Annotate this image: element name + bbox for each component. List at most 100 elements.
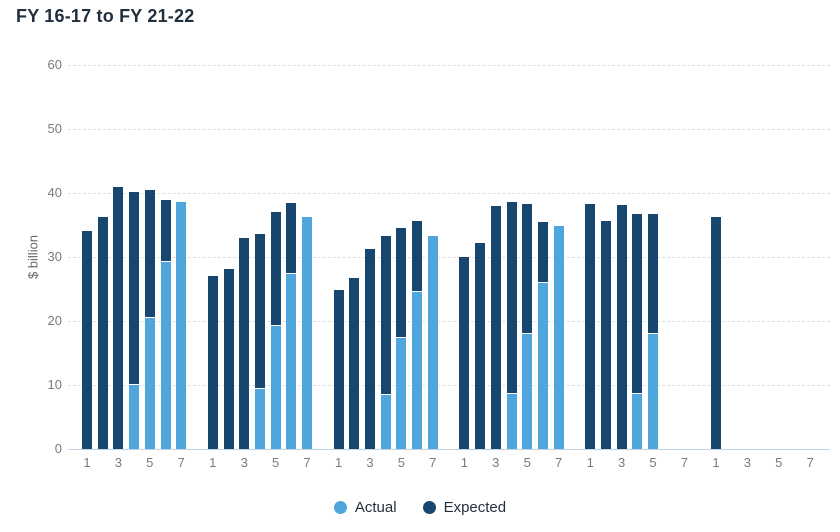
bar-group1-pos6[interactable] (160, 199, 171, 449)
bar-group5-pos1[interactable] (585, 203, 596, 449)
bar-segment-expected[interactable] (506, 202, 517, 393)
bar-group5-pos3[interactable] (616, 205, 627, 449)
bar-group1-pos3[interactable] (113, 186, 124, 449)
x-tick-label: 7 (680, 455, 688, 470)
gridline (68, 65, 830, 66)
bar-group3-pos7[interactable] (427, 235, 438, 449)
bar-segment-actual[interactable] (396, 338, 407, 449)
bar-segment-expected[interactable] (223, 268, 234, 449)
bar-group4-pos5[interactable] (522, 204, 533, 449)
bar-group3-pos4[interactable] (380, 236, 391, 449)
bar-segment-expected[interactable] (412, 221, 423, 291)
bar-group2-pos6[interactable] (286, 202, 297, 449)
bar-group4-pos7[interactable] (553, 225, 564, 449)
bar-segment-expected[interactable] (648, 214, 658, 334)
bar-segment-expected[interactable] (711, 217, 721, 449)
bar-group1-pos5[interactable] (144, 190, 155, 449)
bar-segment-expected[interactable] (365, 248, 375, 449)
bar-group2-pos7[interactable] (302, 217, 312, 449)
bar-segment-actual[interactable] (270, 326, 281, 449)
bar-group1-pos2[interactable] (97, 216, 108, 449)
bar-segment-expected[interactable] (475, 242, 486, 449)
bar-segment-expected[interactable] (113, 186, 124, 449)
bar-segment-actual[interactable] (380, 394, 391, 449)
bar-group2-pos5[interactable] (270, 211, 281, 449)
bar-group3-pos2[interactable] (349, 278, 360, 449)
bar-group4-pos3[interactable] (490, 205, 501, 449)
bar-segment-expected[interactable] (632, 213, 643, 393)
bar-segment-expected[interactable] (490, 205, 501, 449)
bar-segment-actual[interactable] (427, 235, 438, 449)
bar-segment-expected[interactable] (333, 290, 344, 449)
bar-group2-pos1[interactable] (207, 276, 218, 449)
bar-segment-expected[interactable] (396, 228, 407, 338)
bar-segment-expected[interactable] (270, 211, 281, 326)
bar-segment-expected[interactable] (349, 278, 360, 449)
bar-group2-pos4[interactable] (254, 234, 265, 449)
bar-group1-pos4[interactable] (129, 192, 140, 449)
bar-segment-divider (632, 392, 643, 394)
bar-group4-pos4[interactable] (506, 202, 517, 449)
bar-group5-pos5[interactable] (648, 214, 658, 449)
x-tick-label: 1 (586, 455, 594, 470)
bar-segment-expected[interactable] (129, 192, 140, 384)
x-tick-label: 3 (366, 455, 374, 470)
bar-group6-pos1[interactable] (711, 217, 721, 449)
bar-group1-pos7[interactable] (176, 201, 187, 449)
bar-segment-expected[interactable] (97, 216, 108, 449)
bar-segment-expected[interactable] (82, 231, 92, 449)
bar-group2-pos3[interactable] (239, 237, 250, 449)
bar-segment-actual[interactable] (648, 334, 658, 449)
bar-segment-actual[interactable] (144, 317, 155, 449)
y-tick-label: 30 (47, 249, 62, 264)
bar-segment-expected[interactable] (522, 204, 533, 333)
bar-segment-expected[interactable] (254, 234, 265, 388)
bar-segment-actual[interactable] (506, 393, 517, 449)
bar-segment-expected[interactable] (459, 257, 470, 449)
bar-segment-divider (144, 316, 155, 318)
y-tick-label: 50 (47, 121, 62, 136)
bar-group3-pos3[interactable] (365, 248, 375, 449)
x-tick-label: 3 (743, 455, 751, 470)
bar-segment-actual[interactable] (632, 393, 643, 449)
bar-segment-actual[interactable] (537, 282, 548, 449)
bar-segment-divider (396, 337, 407, 339)
bar-segment-actual[interactable] (412, 291, 423, 449)
bar-group3-pos5[interactable] (396, 228, 407, 449)
bar-segment-divider (160, 261, 171, 263)
bar-segment-actual[interactable] (286, 274, 297, 449)
bar-segment-actual[interactable] (160, 262, 171, 449)
bar-segment-expected[interactable] (537, 222, 548, 282)
x-tick-label: 1 (334, 455, 343, 470)
bar-group5-pos2[interactable] (600, 220, 611, 449)
bar-segment-expected[interactable] (207, 276, 218, 449)
bar-group4-pos6[interactable] (537, 222, 548, 449)
bar-segment-actual[interactable] (522, 333, 533, 449)
bar-segment-actual[interactable] (176, 201, 187, 449)
bar-group2-pos2[interactable] (223, 268, 234, 449)
bar-segment-expected[interactable] (160, 199, 171, 262)
bar-group4-pos2[interactable] (475, 242, 486, 449)
bar-segment-actual[interactable] (553, 225, 564, 449)
bar-group1-pos1[interactable] (82, 231, 92, 449)
legend-label-actual: Actual (354, 498, 397, 516)
bar-segment-expected[interactable] (144, 190, 155, 317)
bar-segment-expected[interactable] (585, 203, 596, 449)
bar-segment-expected[interactable] (380, 236, 391, 394)
legend-item-expected[interactable]: Expected (422, 499, 506, 516)
bar-group5-pos4[interactable] (632, 213, 643, 449)
bar-segment-actual[interactable] (302, 217, 312, 449)
legend-item-actual[interactable]: Actual (333, 498, 397, 516)
bar-group3-pos1[interactable] (333, 290, 344, 449)
bar-group3-pos6[interactable] (412, 221, 423, 449)
bar-group4-pos1[interactable] (459, 257, 470, 449)
bar-segment-actual[interactable] (129, 385, 140, 449)
x-tick-label: 3 (240, 455, 248, 470)
legend-marker-expected-icon (422, 500, 436, 514)
bar-segment-expected[interactable] (286, 202, 297, 274)
bar-segment-actual[interactable] (254, 388, 265, 449)
y-tick-label: 40 (47, 185, 62, 200)
bar-segment-expected[interactable] (239, 237, 250, 449)
bar-segment-expected[interactable] (616, 205, 627, 449)
bar-segment-expected[interactable] (600, 220, 611, 449)
